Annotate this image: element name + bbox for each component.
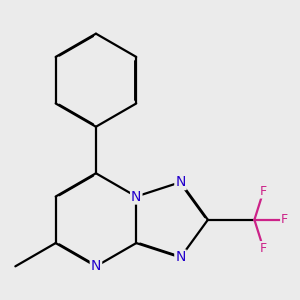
Text: F: F (260, 242, 267, 255)
Text: F: F (281, 213, 288, 226)
Text: N: N (131, 190, 141, 203)
Text: N: N (175, 175, 186, 189)
Text: N: N (91, 259, 101, 273)
Text: N: N (175, 250, 186, 265)
Text: F: F (260, 184, 267, 198)
